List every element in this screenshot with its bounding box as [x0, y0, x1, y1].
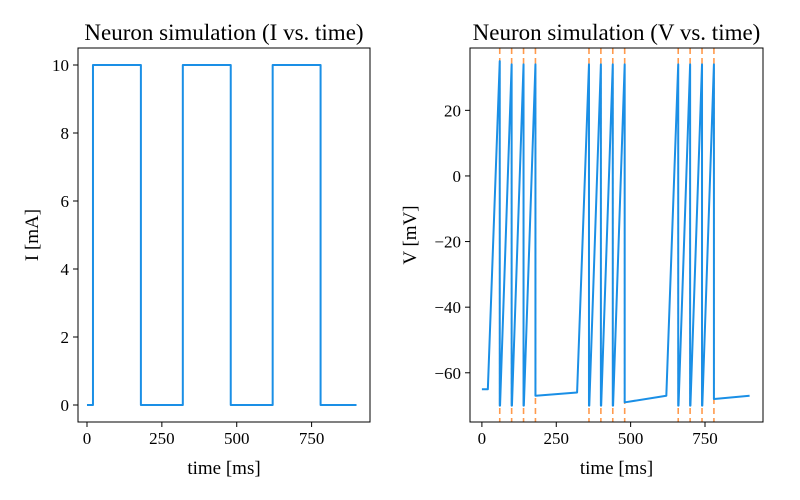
voltage-y-tick-label-1: −40	[434, 298, 461, 317]
current-y-tick-label-5: 10	[52, 56, 69, 75]
voltage-y-tick-label-3: 0	[453, 167, 462, 186]
current-x-tick-label-2: 500	[224, 429, 250, 448]
current-y-tick-label-4: 8	[61, 124, 70, 143]
current-y-tick-label-2: 4	[61, 260, 70, 279]
voltage-y-tick-label-0: −60	[434, 364, 461, 383]
current-panel: Neuron simulation (I vs. time) 0 250 500 750…	[22, 20, 371, 479]
voltage-x-tick-label-2: 500	[618, 429, 644, 448]
current-chart-title: Neuron simulation (I vs. time)	[84, 20, 363, 45]
current-y-tick-label-3: 6	[61, 192, 70, 211]
voltage-x-tick-label-3: 750	[692, 429, 718, 448]
voltage-chart-title: Neuron simulation (V vs. time)	[473, 20, 761, 45]
voltage-x-axis-label: time [ms]	[580, 458, 653, 479]
voltage-y-tick-label-4: 20	[444, 101, 461, 120]
voltage-x-tick-label-0: 0	[478, 429, 487, 448]
voltage-x-tick-label-1: 250	[544, 429, 570, 448]
current-x-tick-label-3: 750	[299, 429, 325, 448]
current-x-tick-label-0: 0	[83, 429, 92, 448]
current-x-axis-label: time [ms]	[187, 458, 260, 479]
current-y-tick-label-0: 0	[61, 396, 70, 415]
voltage-panel: Neuron simulation (V vs. time) 0 250 500 750…	[400, 20, 764, 479]
current-x-tick-label-1: 250	[149, 429, 175, 448]
current-series-line-0	[86, 64, 357, 406]
current-y-tick-label-1: 2	[61, 328, 70, 347]
voltage-axes-frame	[469, 47, 764, 423]
voltage-series-line-0	[481, 60, 750, 407]
current-axes-frame	[77, 47, 371, 423]
voltage-y-axis-label: V [mV]	[400, 205, 421, 264]
voltage-y-tick-label-2: −20	[434, 233, 461, 252]
current-y-axis-label: I [mA]	[22, 209, 43, 261]
